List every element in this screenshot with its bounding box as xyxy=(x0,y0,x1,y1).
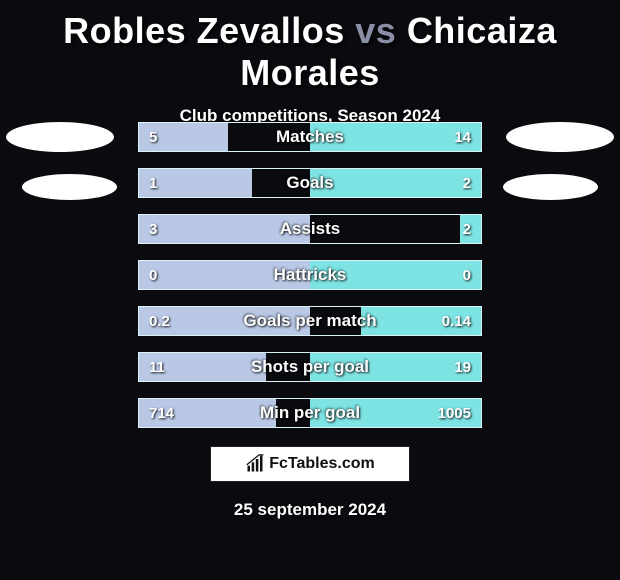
stat-bar-right-value: 2 xyxy=(463,169,471,197)
stat-bar-row: 12Goals xyxy=(138,168,482,198)
stat-bar-right-fill xyxy=(310,261,481,289)
decor-ellipse xyxy=(503,174,598,200)
stat-bar-row: 00Hattricks xyxy=(138,260,482,290)
stat-bar-right-value: 19 xyxy=(454,353,471,381)
stat-bar-left-value: 5 xyxy=(149,123,157,151)
stat-bar-left-value: 1 xyxy=(149,169,157,197)
stat-bar-left-value: 3 xyxy=(149,215,157,243)
comparison-title: Robles Zevallos vs Chicaiza Morales xyxy=(0,0,620,94)
stat-bar-right-value: 1005 xyxy=(438,399,471,427)
stat-bar-right-value: 0.14 xyxy=(442,307,471,335)
stat-bar-left-fill xyxy=(139,261,310,289)
vs-text: vs xyxy=(355,10,396,51)
stat-bar-left-value: 11 xyxy=(149,353,165,381)
date-label: 25 september 2024 xyxy=(0,500,620,520)
stat-bar-left-value: 0 xyxy=(149,261,157,289)
stat-bar-right-value: 0 xyxy=(463,261,471,289)
stat-bar-left-value: 714 xyxy=(149,399,174,427)
stat-bar-row: 0.20.14Goals per match xyxy=(138,306,482,336)
stat-bar-row: 1119Shots per goal xyxy=(138,352,482,382)
decor-ellipse xyxy=(506,122,614,152)
stat-bar-row: 514Matches xyxy=(138,122,482,152)
stat-bar-right-fill xyxy=(310,169,481,197)
stat-bar-row: 7141005Min per goal xyxy=(138,398,482,428)
fctables-logo: FcTables.com xyxy=(210,446,410,482)
decor-ellipse xyxy=(6,122,114,152)
player1-name: Robles Zevallos xyxy=(63,10,345,51)
decor-ellipse xyxy=(22,174,117,200)
stat-bar-right-value: 14 xyxy=(454,123,471,151)
stat-bars-container: 514Matches12Goals32Assists00Hattricks0.2… xyxy=(138,122,482,444)
logo-text: FcTables.com xyxy=(269,455,375,473)
chart-icon xyxy=(245,454,265,474)
stat-bar-right-value: 2 xyxy=(463,215,471,243)
stat-bar-left-fill xyxy=(139,215,310,243)
stat-bar-row: 32Assists xyxy=(138,214,482,244)
stat-bar-left-value: 0.2 xyxy=(149,307,170,335)
